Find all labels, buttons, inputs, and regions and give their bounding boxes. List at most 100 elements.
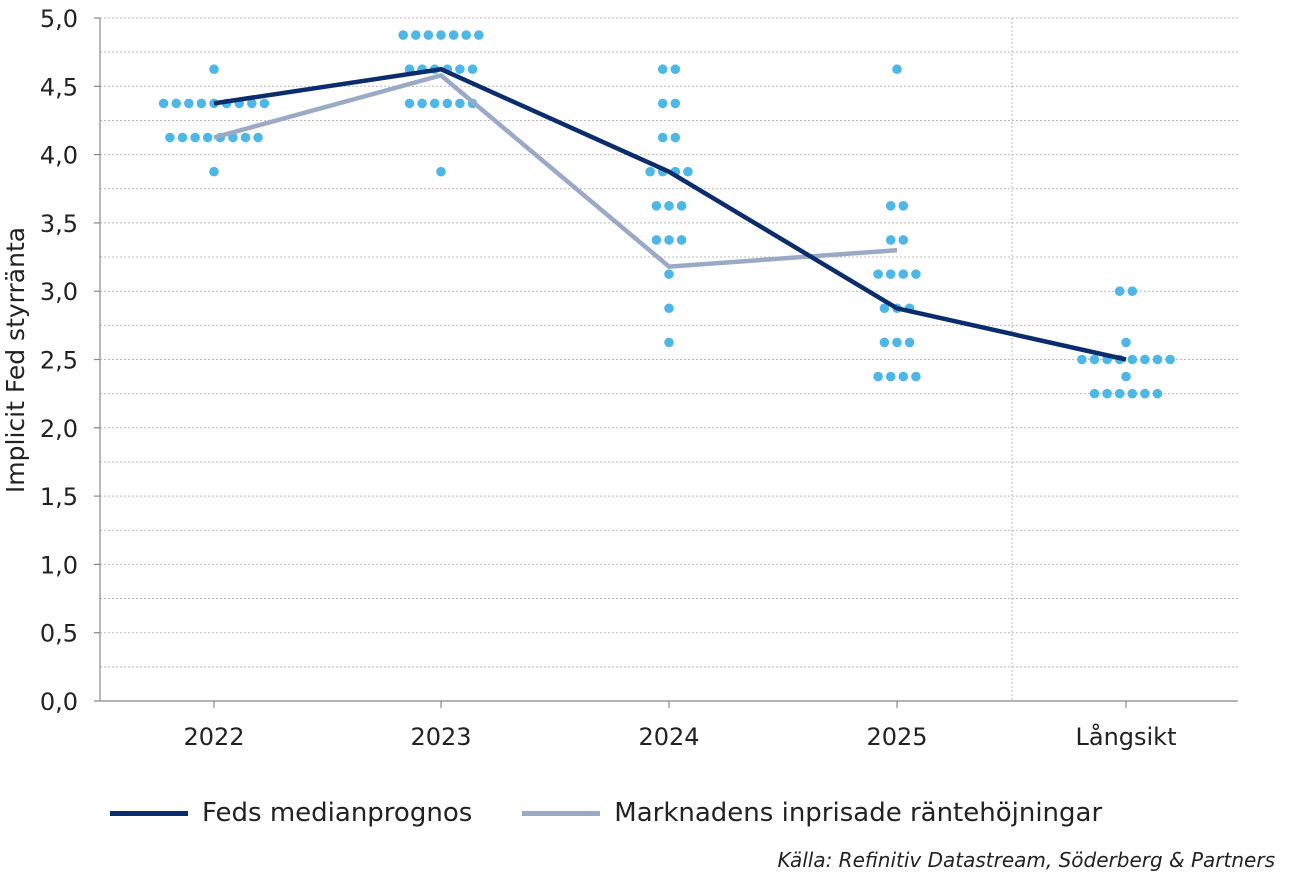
axes xyxy=(94,17,1238,708)
y-tick-label: 1,0 xyxy=(40,551,78,579)
participant-dot xyxy=(911,269,921,279)
y-tick-label: 2,5 xyxy=(40,347,78,375)
legend-swatch-market xyxy=(522,810,601,816)
participant-dot xyxy=(664,303,674,314)
participant-dot xyxy=(892,337,902,348)
y-axis-title: Implicit Fed styrränta xyxy=(1,227,30,493)
y-tick-label: 0,5 xyxy=(40,620,78,648)
participant-dot xyxy=(676,201,687,211)
participant-dot xyxy=(892,64,902,75)
participant-dot xyxy=(898,235,909,245)
participant-dot xyxy=(1089,388,1100,399)
legend-label-market: Marknadens inprisade räntehöjningar xyxy=(614,798,1103,828)
y-tick-label: 3,5 xyxy=(40,210,78,238)
participant-dot xyxy=(455,98,465,109)
participant-dot xyxy=(651,235,662,245)
participant-dot xyxy=(670,64,681,75)
participant-dot xyxy=(1127,286,1138,297)
participant-dot xyxy=(411,30,421,40)
participant-dot xyxy=(448,30,459,40)
participant-dot xyxy=(240,132,251,143)
y-tick-label: 2,0 xyxy=(40,415,78,443)
participant-dot xyxy=(404,98,415,109)
participant-dots xyxy=(158,30,1175,399)
participant-dot xyxy=(1102,388,1112,399)
participant-dot xyxy=(898,269,909,279)
participant-dot xyxy=(885,235,896,245)
participant-dot xyxy=(1121,371,1131,382)
participant-dot xyxy=(1140,354,1150,365)
legend-swatch-median xyxy=(110,810,188,816)
participant-dot xyxy=(1121,337,1131,348)
participant-dot xyxy=(202,132,213,143)
tick-labels: 0,0 0,5 1,0 1,5 2,0 2,5 3,0 3,5 4,0 4,5 5,0 2022 202… xyxy=(40,5,1177,751)
participant-dot xyxy=(247,98,257,109)
participant-dot xyxy=(664,235,674,245)
participant-dot xyxy=(253,132,263,143)
participant-dot xyxy=(898,201,909,211)
participant-dot xyxy=(873,269,883,279)
series-lines xyxy=(213,66,1127,362)
participant-dot xyxy=(911,371,921,382)
participant-dot xyxy=(1114,388,1125,399)
participant-dot xyxy=(455,64,465,75)
participant-dot xyxy=(474,30,484,40)
series-line-median xyxy=(213,66,1127,362)
participant-dot xyxy=(1127,354,1138,365)
participant-dot xyxy=(657,98,668,109)
participant-dot xyxy=(1140,388,1150,399)
participant-dot xyxy=(177,132,188,143)
participant-dot xyxy=(467,64,478,75)
x-tick-label: 2022 xyxy=(183,723,244,751)
participant-dot xyxy=(1127,388,1138,399)
x-tick-label: 2024 xyxy=(638,723,699,751)
participant-dot xyxy=(423,30,434,40)
series-line-market xyxy=(213,73,898,269)
participant-dot xyxy=(190,132,200,143)
participant-dot xyxy=(165,132,175,143)
participant-dot xyxy=(158,98,169,109)
participant-dot xyxy=(436,30,446,40)
participant-dot xyxy=(670,132,681,143)
participant-dot xyxy=(184,98,194,109)
participant-dot xyxy=(873,371,883,382)
participant-dot xyxy=(442,98,453,109)
legend-item-market: Marknadens inprisade räntehöjningar xyxy=(522,798,1102,828)
participant-dot xyxy=(879,303,890,314)
legend-label-median: Feds medianprognos xyxy=(202,798,473,828)
y-tick-label: 5,0 xyxy=(40,5,78,33)
participant-dot xyxy=(898,371,909,382)
legend: Feds medianprognos Marknadens inprisade … xyxy=(110,798,1152,828)
legend-item-median: Feds medianprognos xyxy=(110,798,472,828)
participant-dot xyxy=(1089,354,1100,365)
participant-dot xyxy=(885,269,896,279)
participant-dot xyxy=(879,337,890,348)
participant-dot xyxy=(670,98,681,109)
participant-dot xyxy=(1165,354,1175,365)
participant-dot xyxy=(1152,354,1163,365)
participant-dot xyxy=(436,166,446,177)
participant-dot xyxy=(651,201,662,211)
participant-dot xyxy=(461,30,472,40)
participant-dot xyxy=(664,269,674,279)
y-tick-label: 1,5 xyxy=(40,483,78,511)
participant-dot xyxy=(664,201,674,211)
participant-dot xyxy=(657,64,668,75)
participant-dot xyxy=(885,371,896,382)
participant-dot xyxy=(171,98,181,109)
participant-dot xyxy=(904,337,915,348)
gridlines xyxy=(100,17,1238,701)
participant-dot xyxy=(259,98,270,109)
source-note: Källa: Refinitiv Datastream, Söderberg &… xyxy=(777,848,1275,872)
x-tick-label: Långsikt xyxy=(1075,722,1176,751)
participant-dot xyxy=(1114,286,1125,297)
y-tick-label: 4,5 xyxy=(40,73,78,101)
y-tick-label: 4,0 xyxy=(40,142,78,170)
participant-dot xyxy=(398,30,409,40)
participant-dot xyxy=(196,98,207,109)
participant-dot xyxy=(885,201,896,211)
x-tick-label: 2023 xyxy=(410,723,471,751)
x-tick-label: 2025 xyxy=(866,723,927,751)
y-tick-label: 3,0 xyxy=(40,278,78,306)
